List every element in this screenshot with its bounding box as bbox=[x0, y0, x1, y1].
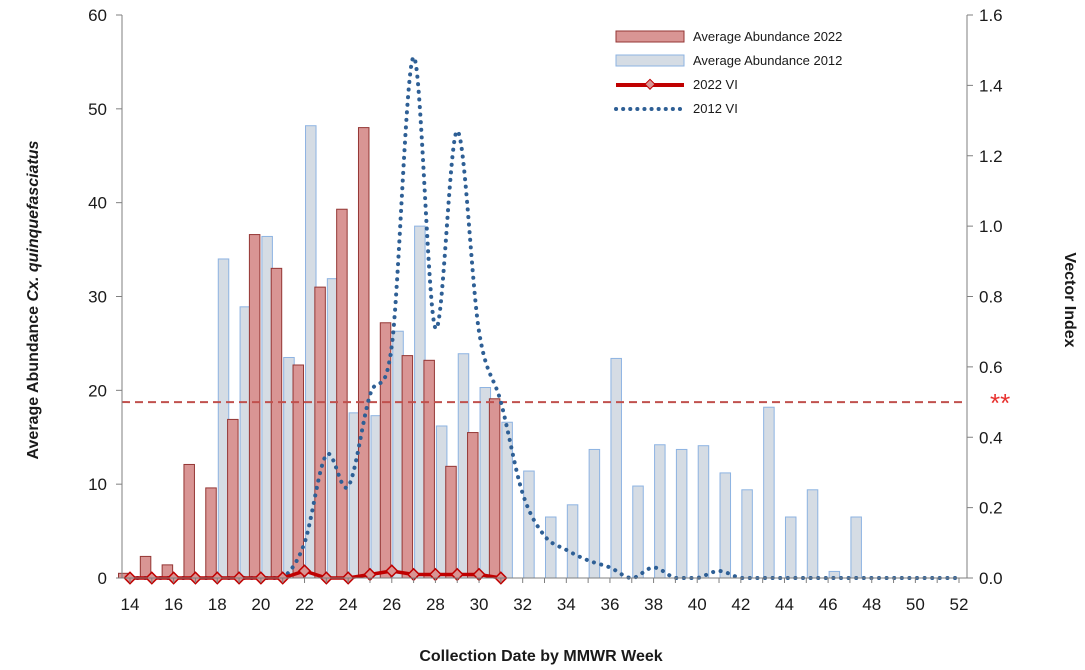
y-tick-label: 40 bbox=[88, 194, 107, 213]
y2-tick-label: 0.0 bbox=[979, 569, 1003, 588]
bar-2012 bbox=[850, 516, 862, 579]
bar-2012 bbox=[632, 485, 644, 579]
vi-2022-marker bbox=[428, 567, 443, 582]
x-tick-label: 42 bbox=[731, 595, 750, 614]
bar-2012 bbox=[806, 489, 819, 579]
legend-label-2022-vi: 2022 VI bbox=[693, 77, 738, 92]
bar-2022 bbox=[423, 359, 435, 579]
y-tick-label: 60 bbox=[88, 6, 107, 25]
bar-2012 bbox=[588, 448, 601, 579]
vi-2022-marker bbox=[297, 564, 312, 578]
x-tick-label: 36 bbox=[600, 595, 619, 614]
vi-2022-marker bbox=[472, 567, 486, 582]
x-tick-label: 52 bbox=[950, 595, 969, 614]
bar-2012 bbox=[610, 357, 622, 579]
y2-tick-label: 0.8 bbox=[979, 288, 1003, 307]
vi-2022-marker bbox=[385, 564, 399, 578]
bar-2022 bbox=[336, 208, 348, 579]
threshold-marker: ** bbox=[990, 388, 1010, 418]
bar-2022 bbox=[357, 127, 370, 579]
y-tick-label: 10 bbox=[88, 475, 107, 494]
y2-tick-label: 1.2 bbox=[979, 147, 1003, 166]
x-tick-label: 14 bbox=[121, 595, 140, 614]
y-tick-label: 50 bbox=[88, 100, 107, 119]
axes-group bbox=[116, 14, 973, 583]
x-tick-label: 22 bbox=[295, 595, 314, 614]
vi-2022-marker bbox=[450, 567, 464, 582]
bar-2022 bbox=[270, 267, 283, 579]
bar-2012 bbox=[719, 472, 732, 579]
x-tick-label: 44 bbox=[775, 595, 794, 614]
legend-label-2012-vi: 2012 VI bbox=[693, 101, 738, 116]
x-tick-label: 18 bbox=[208, 595, 227, 614]
x-tick-label: 34 bbox=[557, 595, 576, 614]
bar-2012 bbox=[784, 516, 797, 579]
legend: Average Abundance 2022 Average Abundance… bbox=[614, 29, 842, 116]
legend-label-2012-bar: Average Abundance 2012 bbox=[693, 53, 842, 68]
x-tick-label: 16 bbox=[164, 595, 183, 614]
y2-tick-label: 0.2 bbox=[979, 499, 1003, 518]
x-tick-label: 26 bbox=[382, 595, 401, 614]
x-tick-label: 48 bbox=[862, 595, 881, 614]
y-tick-label: 30 bbox=[88, 288, 107, 307]
legend-label-2022-bar: Average Abundance 2022 bbox=[693, 29, 842, 44]
y2-tick-label: 0.4 bbox=[979, 428, 1003, 447]
bars-2012-group bbox=[217, 125, 862, 579]
bar-2022 bbox=[467, 432, 479, 579]
x-tick-label: 50 bbox=[906, 595, 925, 614]
bar-2022 bbox=[488, 398, 501, 579]
bars-2022-group bbox=[118, 127, 501, 579]
bar-2012 bbox=[675, 448, 688, 579]
bar-2012 bbox=[654, 444, 666, 579]
legend-swatch-2022-vi-marker bbox=[644, 78, 656, 90]
y-axis-title-prefix: Average Abundance bbox=[25, 301, 42, 459]
x-tick-label: 24 bbox=[339, 595, 358, 614]
bar-2012 bbox=[763, 406, 775, 579]
x-tick-label: 30 bbox=[470, 595, 489, 614]
bar-2012 bbox=[523, 470, 535, 579]
x-tick-label: 20 bbox=[251, 595, 270, 614]
bar-2022 bbox=[183, 463, 195, 579]
y-tick-label: 0 bbox=[98, 569, 107, 588]
bar-2022 bbox=[205, 487, 217, 579]
y2-tick-label: 1.0 bbox=[979, 217, 1003, 236]
bar-2012 bbox=[545, 516, 557, 579]
x-tick-label: 38 bbox=[644, 595, 663, 614]
vi-2022-marker bbox=[406, 567, 421, 582]
bar-2012 bbox=[566, 504, 579, 579]
y-tick-label: 20 bbox=[88, 381, 107, 400]
y2-tick-label: 0.6 bbox=[979, 358, 1003, 377]
bar-2022 bbox=[248, 234, 261, 579]
x-tick-label: 28 bbox=[426, 595, 445, 614]
tick-labels-group: 0 10 20 30 40 50 60 0.0 0.2 0.4 0.6 0.8 1.0 1.2 1.4 1.6… bbox=[88, 6, 1003, 614]
vi-2022-markers bbox=[123, 564, 508, 585]
x-tick-label: 46 bbox=[819, 595, 838, 614]
y-axis-title-species: Cx. quinquefasciatus bbox=[25, 140, 42, 301]
legend-swatch-2012-bar bbox=[615, 54, 685, 67]
x-tick-label: 32 bbox=[513, 595, 532, 614]
y2-tick-label: 1.4 bbox=[979, 76, 1003, 95]
bar-2022 bbox=[314, 286, 326, 579]
vi-2022-marker bbox=[363, 567, 377, 582]
legend-swatch-2022-bar bbox=[615, 30, 685, 43]
y2-axis-title: Vector Index bbox=[1061, 252, 1078, 347]
bar-2022 bbox=[445, 465, 457, 579]
bar-2022 bbox=[227, 418, 239, 579]
bar-2022 bbox=[401, 355, 414, 579]
bar-2012 bbox=[741, 489, 753, 579]
y2-tick-label: 1.6 bbox=[979, 6, 1003, 25]
x-tick-label: 40 bbox=[688, 595, 707, 614]
y-axis-title: Average Abundance Cx. quinquefasciatus bbox=[25, 140, 42, 459]
bar-2012 bbox=[697, 445, 710, 579]
x-axis-title: Collection Date by MMWR Week bbox=[419, 648, 662, 665]
